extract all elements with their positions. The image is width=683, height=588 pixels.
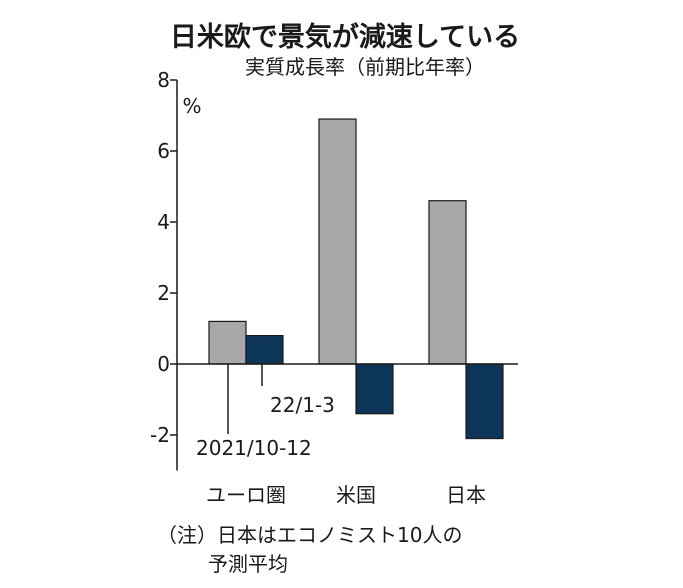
category-label-2: 日本 [446,483,486,507]
y-tick-label-1: 6 [157,139,170,163]
note-line-2: 予測平均 [208,552,288,576]
y-tick-label-3: 2 [157,281,170,305]
chart-subtitle: 実質成長率（前期比年率） [245,55,485,79]
category-label-1: 米国 [336,483,376,507]
bars [208,118,504,440]
series-2-label: 22/1-3 [270,393,335,417]
y-tick-label-0: 8 [157,68,170,92]
note-line-1: （注）日本はエコノミスト10人の [157,523,462,547]
y-axis-ticks: 8 6 4 2 0 -2 [150,68,177,447]
bar-series2-1 [355,363,394,415]
category-label-0: ユーロ圏 [206,483,286,507]
chart-title: 日米欧で景気が減速している [170,21,520,53]
bar-series1-2 [428,200,467,365]
y-tick-label-2: 4 [157,210,170,234]
y-tick-label-4: 0 [157,352,170,376]
bar-series1-0 [208,320,247,365]
bar-series2-2 [465,363,504,440]
bar-series2-0 [245,335,284,365]
bar-series1-1 [318,118,357,365]
series-1-label: 2021/10-12 [196,436,312,460]
category-labels: ユーロ圏 米国 日本 [206,483,486,507]
y-axis-unit: % [182,94,201,118]
y-tick-label-5: -2 [150,423,170,447]
